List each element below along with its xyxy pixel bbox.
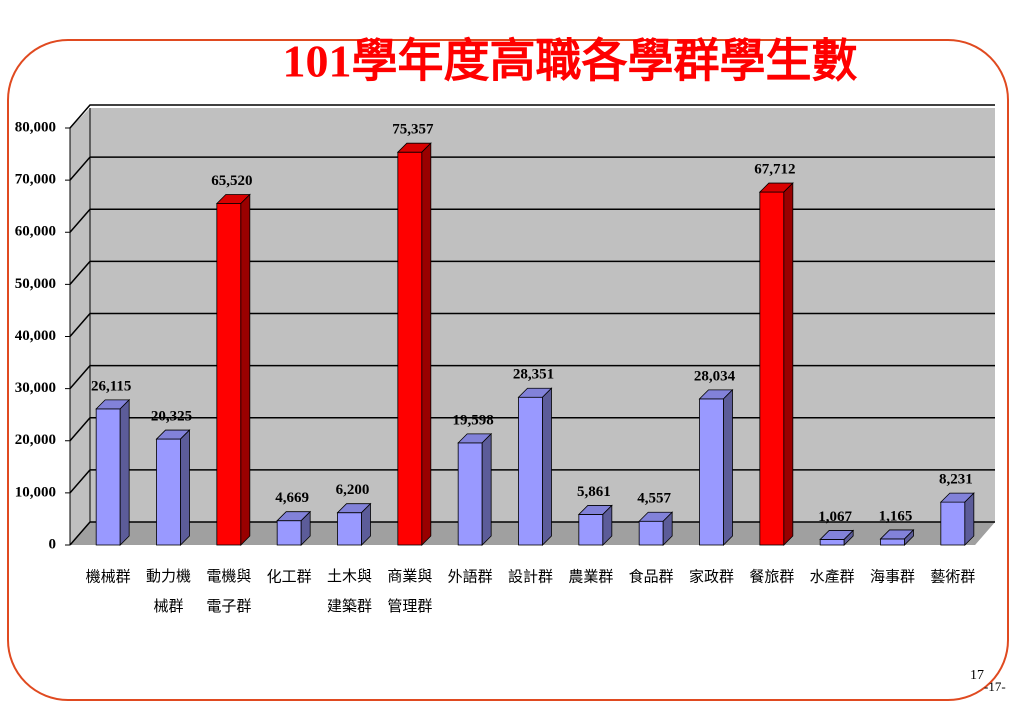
grid-line — [69, 521, 995, 546]
x-tick-label: 餐旅群 — [749, 568, 794, 585]
grid-line — [69, 417, 995, 442]
value-label: 19,598 — [453, 412, 494, 428]
value-label: 67,712 — [754, 161, 795, 177]
value-label: 75,357 — [392, 122, 434, 138]
bar-side — [843, 529, 854, 546]
bar-side — [361, 502, 371, 546]
value-label: 28,034 — [694, 368, 736, 384]
grid-line — [69, 156, 995, 181]
frame — [7, 39, 1009, 701]
bar — [638, 520, 664, 546]
x-tick-label: 水產群 — [810, 568, 855, 585]
bar-side — [240, 193, 251, 546]
bar-side — [723, 388, 733, 546]
page-number: 17 — [970, 668, 984, 683]
y-tick-label: 80,000 — [15, 119, 56, 135]
x-tick-label: 電機與電子群 — [206, 568, 251, 615]
bar — [880, 538, 905, 546]
x-tick-label: 食品群 — [629, 568, 674, 585]
x-tick-label: 農業群 — [568, 568, 613, 585]
grid-line — [69, 312, 995, 337]
y-tick-label: 70,000 — [15, 172, 56, 188]
bar — [759, 191, 785, 546]
chart-title: 101學年度高職各學群學生數 — [283, 36, 858, 87]
value-label: 4,557 — [637, 491, 671, 507]
bar — [156, 438, 181, 546]
bar — [95, 408, 121, 546]
bar-side — [119, 398, 130, 546]
x-tick-label: 設計群 — [508, 568, 553, 585]
y-tick-label: 40,000 — [15, 328, 56, 344]
value-label: 65,520 — [211, 173, 252, 189]
grid-line — [69, 104, 995, 129]
x-tick-label: 海事群 — [870, 568, 915, 585]
grid-line — [69, 364, 995, 390]
bar-side — [964, 492, 975, 546]
y-tick-label: 30,000 — [15, 380, 56, 396]
grid-line — [69, 469, 995, 494]
bar — [457, 442, 483, 546]
bar — [940, 501, 966, 546]
bar-side — [481, 432, 492, 546]
y-tick-label: 60,000 — [15, 224, 56, 240]
value-label: 6,200 — [336, 482, 370, 498]
bar-side — [421, 142, 432, 546]
bar-side — [602, 504, 613, 546]
value-label: 1,067 — [818, 509, 852, 525]
bar — [518, 396, 543, 546]
bar — [216, 203, 242, 546]
grid-line — [69, 260, 995, 285]
x-tick-label: 外語群 — [448, 568, 493, 585]
value-label: 20,325 — [151, 408, 192, 424]
value-label: 28,351 — [513, 367, 554, 383]
bar-side — [662, 511, 673, 546]
bar — [819, 539, 845, 546]
bar-side — [783, 182, 794, 546]
bar — [578, 514, 604, 546]
value-label: 5,861 — [577, 484, 611, 500]
bar — [276, 520, 302, 546]
y-tick-label: 20,000 — [15, 432, 56, 448]
x-tick-label: 商業與管理群 — [387, 568, 432, 615]
bar — [337, 512, 362, 546]
footer: -17- — [984, 679, 1006, 694]
bar-side — [180, 429, 190, 546]
x-tick-label: 家政群 — [689, 568, 734, 585]
x-tick-label: 機械群 — [86, 568, 131, 585]
value-label: 1,165 — [879, 508, 913, 524]
y-tick-label: 0 — [49, 536, 57, 552]
value-label: 8,231 — [939, 472, 973, 488]
y-tick-label: 50,000 — [15, 276, 56, 292]
grid-line — [69, 208, 995, 233]
y-tick-label: 10,000 — [15, 484, 56, 500]
x-tick-label: 藝術群 — [930, 568, 975, 585]
x-tick-label: 動力機械群 — [146, 568, 191, 615]
value-label: 4,669 — [275, 490, 309, 506]
bar — [397, 151, 423, 546]
x-tick-label: 化工群 — [267, 568, 312, 585]
x-tick-label: 土木與建築群 — [327, 568, 372, 615]
bar — [699, 398, 724, 546]
bar-side — [542, 387, 552, 546]
value-label: 26,115 — [91, 378, 131, 394]
bar-side — [300, 510, 311, 546]
bar-side — [904, 528, 914, 546]
